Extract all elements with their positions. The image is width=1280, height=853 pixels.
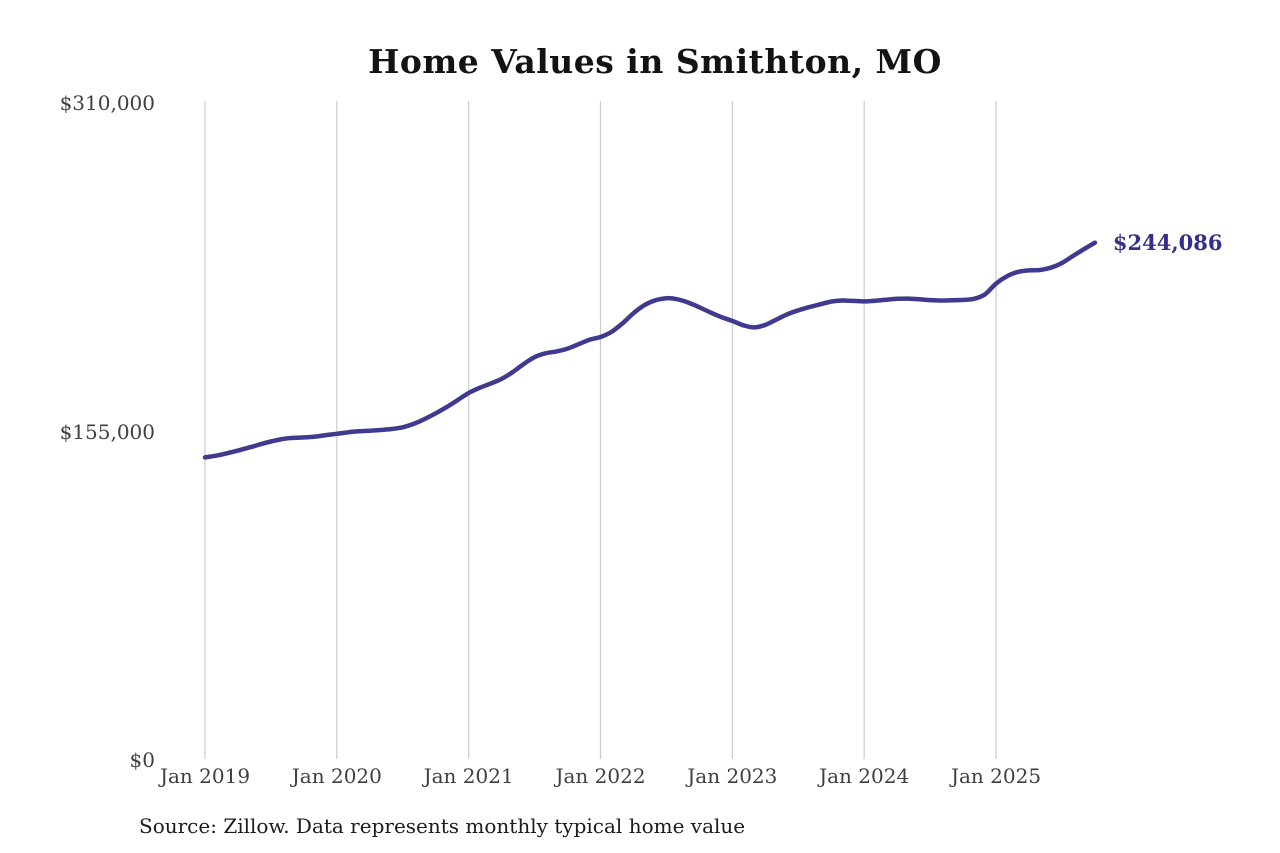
latest-value-label: $244,086 (1112, 229, 1223, 255)
x-axis-tick-label: Jan 2025 (950, 764, 1042, 788)
chart-title: Home Values in Smithton, MO (368, 42, 942, 81)
x-axis-tick-label: Jan 2024 (819, 764, 910, 788)
x-axis-tick-label: Jan 2021 (423, 764, 514, 788)
x-axis-tick-label: Jan 2020 (291, 764, 382, 788)
x-axis-tick-label: Jan 2022 (555, 764, 646, 788)
home-value-line (202, 240, 1098, 460)
y-axis-tick-label: $0 (129, 748, 155, 772)
x-axis-tick-label: Jan 2023 (687, 764, 778, 788)
y-axis-tick-label: $155,000 (59, 419, 155, 444)
source-note: Source: Zillow. Data represents monthly … (139, 814, 746, 838)
gridline-group (204, 101, 997, 759)
y-axis-tick-label: $310,000 (59, 91, 155, 115)
x-axis-tick-label: Jan 2019 (159, 764, 251, 788)
